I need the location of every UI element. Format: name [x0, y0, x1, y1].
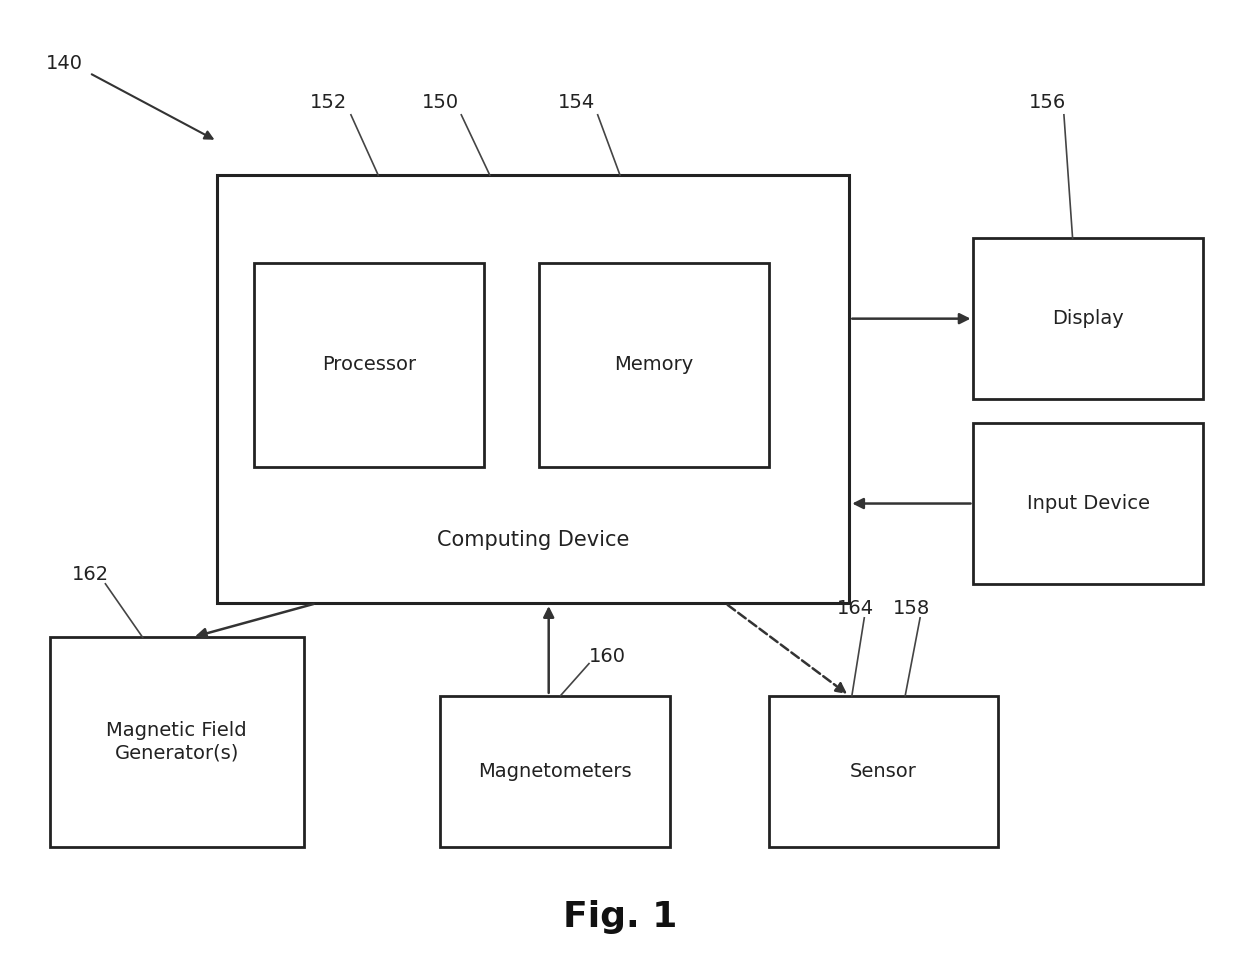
Text: Sensor: Sensor — [851, 762, 916, 780]
Text: Magnetic Field
Generator(s): Magnetic Field Generator(s) — [107, 721, 247, 763]
Bar — [50, 637, 304, 847]
Bar — [217, 175, 849, 603]
Text: 154: 154 — [558, 92, 595, 112]
Text: 160: 160 — [589, 647, 626, 667]
Text: Display: Display — [1053, 309, 1123, 328]
Bar — [440, 696, 670, 847]
Text: 152: 152 — [310, 92, 347, 112]
Text: Memory: Memory — [615, 355, 693, 375]
Bar — [769, 696, 998, 847]
Text: Input Device: Input Device — [1027, 494, 1149, 513]
Text: Fig. 1: Fig. 1 — [563, 900, 677, 934]
Text: 140: 140 — [46, 54, 83, 73]
Text: 150: 150 — [422, 92, 459, 112]
Text: Computing Device: Computing Device — [436, 529, 630, 550]
Text: 158: 158 — [893, 598, 930, 618]
Bar — [973, 423, 1203, 584]
Bar — [973, 238, 1203, 399]
Text: Magnetometers: Magnetometers — [479, 762, 631, 780]
Bar — [254, 263, 484, 467]
Text: 162: 162 — [72, 564, 109, 584]
Text: 156: 156 — [1029, 92, 1066, 112]
Text: 164: 164 — [837, 598, 874, 618]
Bar — [539, 263, 769, 467]
Text: Processor: Processor — [322, 355, 415, 375]
